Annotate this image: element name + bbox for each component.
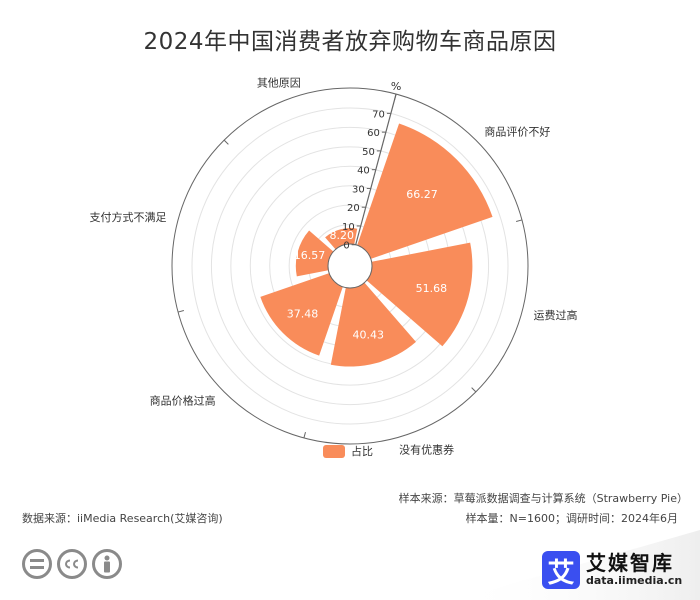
legend-label: 占比 xyxy=(351,445,373,458)
chart-bars xyxy=(260,123,493,367)
data-label: 51.68 xyxy=(416,282,448,295)
grid-circle xyxy=(210,126,490,406)
sector-tick xyxy=(303,432,306,439)
chart-labels: 66.27 商品评价不好 51.68 运费过高 40.43 没有优惠券 37.48 商品价格过… xyxy=(89,76,577,456)
axis-tick-label: 60 xyxy=(367,128,380,139)
data-label: 8.20 xyxy=(329,229,354,242)
bar-2 xyxy=(366,242,473,347)
axis-tick-label: 10 xyxy=(342,222,355,233)
category-label: 支付方式不满足 xyxy=(89,210,166,224)
axis-line xyxy=(355,93,397,245)
bar-1 xyxy=(357,123,493,259)
sector-tick xyxy=(471,387,477,393)
outer-ring xyxy=(171,87,529,445)
axis-unit: % xyxy=(391,80,401,93)
data-source: 数据来源：iiMedia Research(艾媒咨询) xyxy=(22,512,223,525)
bar-3 xyxy=(330,282,416,367)
inner-circle xyxy=(327,243,373,289)
data-label: 37.48 xyxy=(287,307,319,320)
cc-icon xyxy=(57,549,87,579)
brand-logo: 艾 xyxy=(542,551,580,589)
bar-4 xyxy=(260,273,343,356)
sample-info: 样本量：N=1600；调研时间：2024年6月 xyxy=(465,512,678,525)
brand-url: data.iimedia.cn xyxy=(586,574,683,587)
data-label: 66.27 xyxy=(406,188,438,201)
axis-tick-label: 50 xyxy=(362,147,375,158)
category-label: 运费过高 xyxy=(534,308,578,322)
bar-6 xyxy=(325,228,358,250)
legend-swatch xyxy=(323,444,345,458)
grid-circle xyxy=(191,107,509,425)
data-label: 16.57 xyxy=(294,249,326,262)
radial-axis: 0 10 20 30 40 50 60 70% xyxy=(327,80,401,289)
category-label: 商品评价不好 xyxy=(484,125,550,139)
axis-tick-label: 0 xyxy=(343,241,349,252)
sector-tick xyxy=(177,310,184,313)
chart-title: 2024年中国消费者放弃购物车商品原因 xyxy=(143,29,557,55)
axis-tick-label: 20 xyxy=(347,203,360,214)
category-label: 没有优惠券 xyxy=(399,443,454,457)
chart-legend[interactable]: 占比 xyxy=(323,443,373,459)
equals-icon xyxy=(22,549,52,579)
sector-tick xyxy=(223,139,229,145)
axis-tick-label: 70 xyxy=(372,109,385,120)
category-label: 其他原因 xyxy=(257,76,301,89)
bar-5 xyxy=(295,230,334,277)
brand-name: 艾媒智库 xyxy=(586,551,674,575)
person-icon xyxy=(92,549,122,579)
brand: 艾 艾媒智库 data.iimedia.cn xyxy=(542,551,682,589)
license-icons xyxy=(22,549,122,579)
data-label: 40.43 xyxy=(353,328,385,341)
sector-tick xyxy=(516,219,523,222)
sample-source: 样本来源：草莓派数据调查与计算系统（Strawberry Pie） xyxy=(398,492,688,505)
axis-tick-label: 40 xyxy=(357,166,370,177)
category-label: 商品价格过高 xyxy=(150,393,216,407)
axis-tick-label: 30 xyxy=(352,184,365,195)
